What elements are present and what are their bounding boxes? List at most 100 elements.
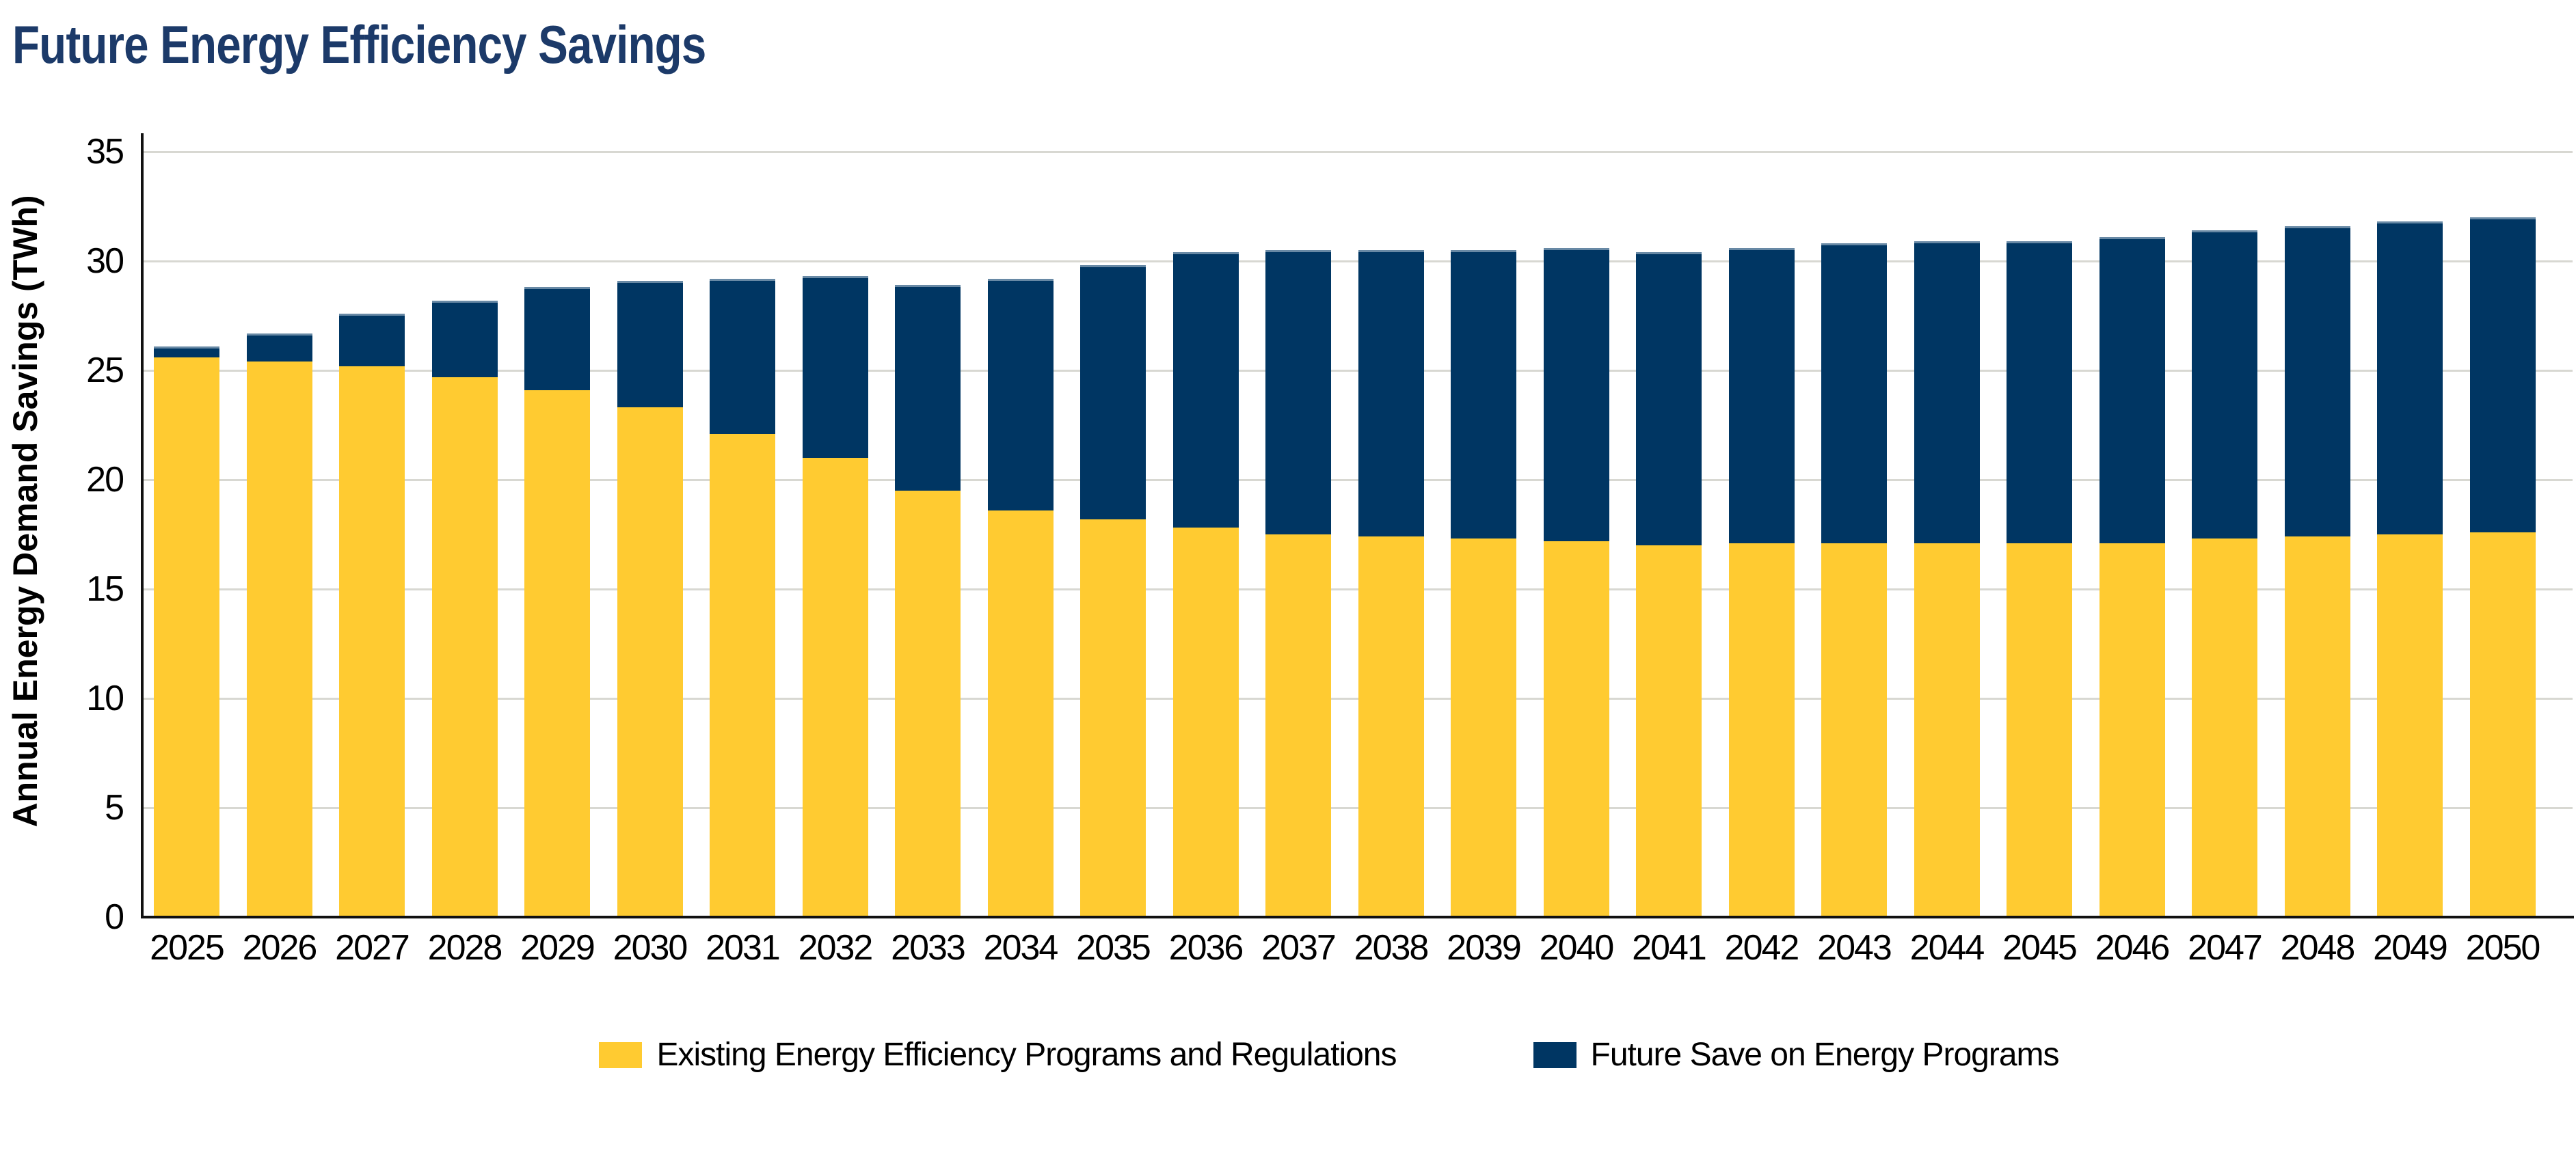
bar-segment-existing-2043 <box>1821 543 1887 917</box>
gridline-15 <box>142 588 2573 590</box>
bar-segment-existing-2029 <box>524 390 590 917</box>
x-label-2038: 2038 <box>1354 928 1430 968</box>
legend-swatch-future <box>1533 1042 1577 1068</box>
bar-segment-existing-2045 <box>2007 543 2072 917</box>
bar-segment-existing-2030 <box>617 407 683 917</box>
x-label-2034: 2034 <box>983 928 1059 968</box>
bar-segment-future-2029 <box>524 287 590 390</box>
bar-segment-existing-2039 <box>1451 538 1516 917</box>
y-tick-label-10: 10 <box>86 679 124 718</box>
bar-segment-future-2041 <box>1636 252 1702 545</box>
x-label-2045: 2045 <box>2002 928 2078 968</box>
bar-segment-future-2040 <box>1543 247 1609 541</box>
bar-segment-existing-2037 <box>1265 534 1331 917</box>
bar-segment-future-2025 <box>154 346 219 357</box>
bar-segment-existing-2046 <box>2099 543 2165 917</box>
bar-segment-existing-2042 <box>1728 543 1795 917</box>
x-label-2032: 2032 <box>798 928 874 968</box>
bar-segment-future-2044 <box>1914 241 1980 543</box>
bar-segment-future-2045 <box>2007 241 2072 543</box>
bar-segment-future-2042 <box>1728 247 1795 543</box>
legend-label-future: Future Save on Energy Programs <box>1590 1037 2060 1073</box>
bar-segment-future-2033 <box>895 285 961 491</box>
x-label-2042: 2042 <box>1724 928 1800 968</box>
bar-segment-existing-2036 <box>1172 528 1239 917</box>
x-label-2036: 2036 <box>1168 928 1244 968</box>
bar-segment-future-2050 <box>2469 217 2536 532</box>
y-tick-label-5: 5 <box>105 788 124 828</box>
bar-segment-future-2038 <box>1358 250 1424 537</box>
bar-segment-existing-2034 <box>987 510 1054 917</box>
bar-segment-future-2026 <box>246 333 312 362</box>
legend: Existing Energy Efficiency Programs and … <box>41 1036 2576 1074</box>
x-label-2030: 2030 <box>613 928 688 968</box>
bar-segment-future-2049 <box>2377 221 2443 534</box>
x-label-2031: 2031 <box>706 928 781 968</box>
gridline-20 <box>142 478 2573 481</box>
bar-segment-existing-2038 <box>1358 536 1424 917</box>
bar-segment-existing-2040 <box>1543 541 1609 917</box>
bar-segment-existing-2031 <box>710 433 775 917</box>
bar-segment-existing-2032 <box>802 458 868 917</box>
x-label-2028: 2028 <box>427 928 503 968</box>
bar-segment-existing-2028 <box>431 377 498 917</box>
x-label-2041: 2041 <box>1632 928 1707 968</box>
x-label-2047: 2047 <box>2188 928 2263 968</box>
x-label-2039: 2039 <box>1447 928 1522 968</box>
y-axis-line <box>141 133 144 918</box>
x-axis-line <box>141 916 2574 918</box>
bar-segment-future-2027 <box>339 313 405 366</box>
x-label-2026: 2026 <box>242 928 318 968</box>
bar-segment-existing-2027 <box>339 366 405 917</box>
x-label-2049: 2049 <box>2373 928 2448 968</box>
y-tick-label-15: 15 <box>86 569 124 609</box>
bar-segment-existing-2026 <box>246 362 312 917</box>
x-label-2027: 2027 <box>335 928 410 968</box>
bar-segment-existing-2049 <box>2377 534 2443 917</box>
x-label-2033: 2033 <box>891 928 966 968</box>
gridline-25 <box>142 369 2573 372</box>
gridline-30 <box>142 260 2573 262</box>
bar-segment-future-2039 <box>1451 250 1516 539</box>
bar-segment-existing-2041 <box>1636 545 1702 917</box>
bar-segment-future-2043 <box>1821 243 1887 543</box>
bar-segment-existing-2025 <box>154 357 219 917</box>
bar-segment-future-2047 <box>2192 230 2257 539</box>
gridline-10 <box>142 697 2573 700</box>
bar-segment-future-2032 <box>802 276 868 458</box>
bar-segment-future-2034 <box>987 278 1054 510</box>
bar-segment-future-2031 <box>710 278 775 434</box>
legend-item-existing: Existing Energy Efficiency Programs and … <box>599 1036 1397 1074</box>
bar-segment-existing-2048 <box>2284 536 2350 917</box>
chart-title: Future Energy Efficiency Savings <box>12 14 706 74</box>
gridline-35 <box>142 150 2573 153</box>
y-tick-label-25: 25 <box>86 351 124 390</box>
x-label-2025: 2025 <box>150 928 225 968</box>
x-label-2046: 2046 <box>2095 928 2171 968</box>
x-label-2037: 2037 <box>1261 928 1337 968</box>
x-label-2048: 2048 <box>2280 928 2356 968</box>
bar-segment-future-2030 <box>617 280 683 408</box>
bar-segment-future-2037 <box>1265 250 1331 534</box>
bar-segment-future-2035 <box>1080 265 1146 519</box>
bar-segment-existing-2050 <box>2469 532 2536 917</box>
legend-item-future: Future Save on Energy Programs <box>1533 1036 2060 1074</box>
legend-swatch-existing <box>599 1042 643 1068</box>
bar-segment-existing-2033 <box>895 491 961 917</box>
legend-label-existing: Existing Energy Efficiency Programs and … <box>656 1037 1397 1073</box>
x-label-2040: 2040 <box>1539 928 1615 968</box>
bar-segment-existing-2035 <box>1080 519 1146 917</box>
bar-segment-future-2028 <box>431 300 498 377</box>
y-tick-label-20: 20 <box>86 460 124 500</box>
x-label-2043: 2043 <box>1817 928 1892 968</box>
x-label-2029: 2029 <box>520 928 595 968</box>
y-tick-label-30: 30 <box>86 241 124 281</box>
bar-segment-existing-2044 <box>1914 543 1980 917</box>
y-tick-label-0: 0 <box>105 897 124 937</box>
x-label-2044: 2044 <box>1909 928 1985 968</box>
bar-segment-future-2036 <box>1172 252 1239 528</box>
x-label-2050: 2050 <box>2465 928 2541 968</box>
bar-segment-future-2048 <box>2284 226 2350 537</box>
